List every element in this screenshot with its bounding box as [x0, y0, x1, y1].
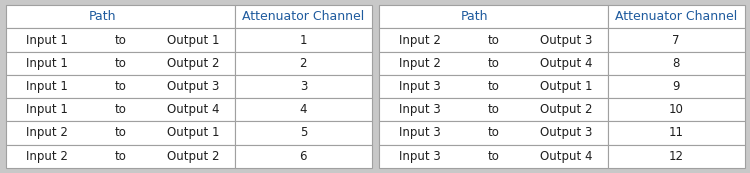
Text: Input 3: Input 3: [399, 103, 441, 116]
Text: Output 1: Output 1: [167, 126, 220, 139]
Bar: [235, 5, 372, 28]
Text: 5: 5: [300, 126, 307, 139]
Text: Input 1: Input 1: [26, 103, 68, 116]
Text: Attenuator Channel: Attenuator Channel: [242, 10, 364, 23]
Bar: [235, 52, 372, 75]
Text: Output 2: Output 2: [540, 103, 592, 116]
Text: Input 1: Input 1: [26, 57, 68, 70]
Bar: [379, 5, 608, 28]
Text: 12: 12: [669, 150, 684, 163]
Text: Attenuator Channel: Attenuator Channel: [615, 10, 737, 23]
Text: 6: 6: [299, 150, 307, 163]
Text: Input 3: Input 3: [399, 80, 441, 93]
Text: to: to: [488, 57, 499, 70]
Text: to: to: [488, 103, 499, 116]
Bar: [6, 5, 372, 168]
Text: 1: 1: [299, 34, 307, 47]
Text: Output 3: Output 3: [540, 34, 592, 47]
Bar: [235, 28, 372, 52]
Bar: [379, 5, 745, 168]
Bar: [608, 121, 745, 145]
Text: to: to: [115, 103, 126, 116]
Text: 8: 8: [673, 57, 680, 70]
Text: Input 2: Input 2: [26, 126, 68, 139]
Bar: [6, 5, 235, 28]
Bar: [6, 121, 235, 145]
Text: 2: 2: [299, 57, 307, 70]
Bar: [379, 145, 608, 168]
Bar: [235, 145, 372, 168]
Text: to: to: [488, 150, 499, 163]
Bar: [379, 52, 608, 75]
Text: Input 1: Input 1: [26, 34, 68, 47]
Text: Output 1: Output 1: [167, 34, 220, 47]
Bar: [235, 75, 372, 98]
Text: Output 4: Output 4: [540, 57, 592, 70]
Text: Path: Path: [461, 10, 488, 23]
Text: 3: 3: [300, 80, 307, 93]
Text: to: to: [115, 80, 126, 93]
Text: to: to: [115, 57, 126, 70]
Text: Input 2: Input 2: [26, 150, 68, 163]
Bar: [379, 98, 608, 121]
Bar: [6, 28, 235, 52]
Bar: [6, 52, 235, 75]
Text: to: to: [488, 126, 499, 139]
Text: Input 2: Input 2: [399, 34, 441, 47]
Text: Output 1: Output 1: [540, 80, 592, 93]
Text: to: to: [488, 34, 499, 47]
Text: to: to: [488, 80, 499, 93]
Bar: [379, 75, 608, 98]
Bar: [608, 98, 745, 121]
Bar: [608, 5, 745, 28]
Text: Input 2: Input 2: [399, 57, 441, 70]
Text: Output 4: Output 4: [167, 103, 220, 116]
Text: 11: 11: [669, 126, 684, 139]
Bar: [6, 98, 235, 121]
Text: Output 2: Output 2: [167, 57, 220, 70]
Text: to: to: [115, 150, 126, 163]
Text: Output 4: Output 4: [540, 150, 592, 163]
Bar: [6, 145, 235, 168]
Text: 4: 4: [299, 103, 307, 116]
Text: Output 3: Output 3: [540, 126, 592, 139]
Bar: [6, 75, 235, 98]
Text: to: to: [115, 34, 126, 47]
Bar: [608, 145, 745, 168]
Text: Path: Path: [88, 10, 116, 23]
Bar: [235, 121, 372, 145]
Text: Input 1: Input 1: [26, 80, 68, 93]
Text: Output 2: Output 2: [167, 150, 220, 163]
Bar: [235, 98, 372, 121]
Bar: [608, 28, 745, 52]
Bar: [608, 52, 745, 75]
Text: to: to: [115, 126, 126, 139]
Text: 9: 9: [673, 80, 680, 93]
Bar: [379, 121, 608, 145]
Text: 10: 10: [669, 103, 683, 116]
Text: Input 3: Input 3: [399, 126, 441, 139]
Text: Output 3: Output 3: [167, 80, 220, 93]
Text: Input 3: Input 3: [399, 150, 441, 163]
Bar: [608, 75, 745, 98]
Text: 7: 7: [673, 34, 680, 47]
Bar: [379, 28, 608, 52]
